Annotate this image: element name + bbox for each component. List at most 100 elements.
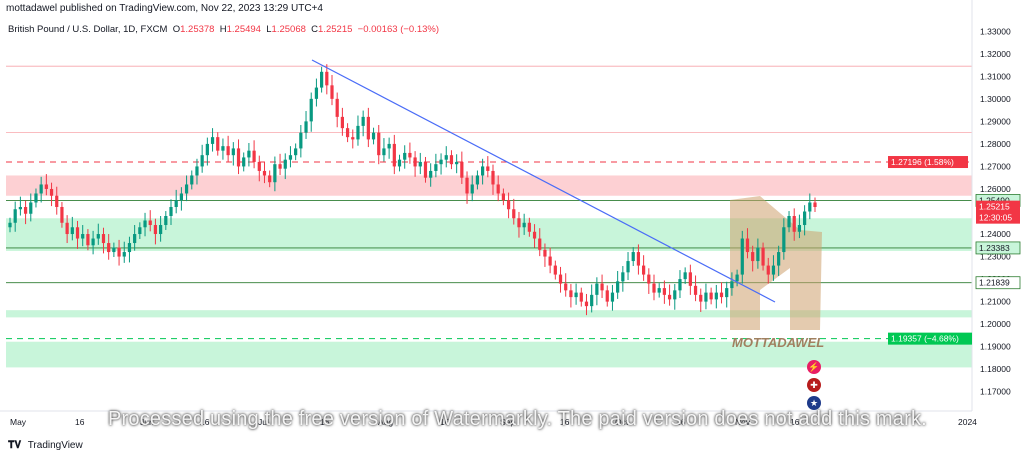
candle-body	[470, 184, 474, 194]
candle-body	[117, 247, 121, 257]
candle-body	[122, 252, 126, 257]
candle-body	[657, 288, 661, 293]
candle-body	[55, 195, 59, 207]
candle-body	[667, 294, 672, 300]
candle-body	[413, 157, 417, 167]
candle-body	[730, 281, 734, 289]
candles-layer	[8, 64, 817, 316]
candle-body	[252, 150, 256, 162]
candle-body	[288, 155, 293, 160]
candle-body	[75, 227, 80, 239]
candle-body	[345, 128, 350, 138]
candle-body	[153, 225, 158, 235]
candle-body	[148, 220, 152, 226]
high-value: 1.25494	[226, 24, 261, 35]
candle-body	[626, 261, 630, 273]
candle-body	[444, 155, 448, 160]
time-tick-label: May	[10, 417, 27, 427]
candle-body	[771, 265, 776, 275]
price-axis[interactable]: 1.33000 1.32000 1.31000 1.30000 1.29000 1.280…	[888, 0, 1021, 411]
candle-body	[164, 216, 168, 226]
candle-body	[96, 234, 100, 239]
candle-body	[387, 143, 391, 149]
time-tick-label: 16	[676, 417, 686, 427]
candle-body	[200, 155, 204, 167]
candle-body	[761, 247, 765, 266]
candle-body	[18, 206, 22, 210]
candle-body	[34, 193, 38, 203]
candle-body	[475, 175, 480, 185]
time-axis[interactable]: May 16 Jun 16 Jul 16 Aug 16 Sep 16 Oct 16 Nov 16 2024	[0, 410, 977, 427]
price-tick-label: 1.24000	[980, 229, 1011, 239]
logo-text: MOTTADAWEL	[732, 335, 824, 350]
time-tick-label: Nov	[735, 417, 751, 427]
candle-body	[574, 292, 578, 298]
candle-body	[169, 206, 173, 217]
candle-body	[138, 227, 142, 235]
us-flag-icon[interactable]: ★	[807, 396, 821, 410]
price-tick-label: 1.33000	[980, 26, 1011, 36]
lightning-icon[interactable]: ⚡	[807, 360, 821, 374]
candle-body	[756, 247, 760, 262]
candle-body	[408, 152, 412, 158]
price-label-box	[888, 156, 968, 169]
change-value: −0.00163 (−0.13%)	[357, 24, 440, 35]
tradingview-footer[interactable]: 𝐓𝐕 TradingView	[0, 436, 1024, 456]
candle-body	[496, 184, 500, 194]
price-label-text: 1.25215	[979, 202, 1010, 212]
candle-body	[210, 137, 215, 144]
candle-body	[13, 209, 17, 223]
candle-body	[418, 161, 422, 167]
candle-body	[184, 184, 189, 194]
candle-body	[257, 161, 261, 171]
level-lines-layer	[6, 65, 972, 340]
support-zone-bottom	[6, 341, 972, 368]
candle-body	[351, 137, 355, 140]
candle-body	[797, 225, 802, 232]
candle-body	[330, 85, 334, 99]
price-label-box	[976, 211, 1020, 224]
trendline[interactable]	[311, 59, 776, 303]
time-tick-label: Oct	[615, 417, 629, 427]
candle-body	[481, 166, 485, 176]
candle-body	[101, 234, 106, 244]
price-label-text: 12:30:05	[979, 213, 1012, 223]
publisher-text: mottadawel published on TradingView.com,…	[6, 3, 323, 14]
candle-body	[320, 71, 324, 88]
candle-body	[392, 143, 396, 167]
candle-body	[714, 292, 718, 300]
time-tick-label: 2024	[958, 417, 977, 427]
candle-body	[543, 249, 547, 257]
candle-body	[60, 206, 64, 223]
candle-body	[735, 274, 739, 282]
publisher-header: mottadawel published on TradingView.com,…	[0, 0, 1024, 18]
candle-body	[29, 202, 33, 214]
price-tick-label: 1.30000	[980, 94, 1011, 104]
candle-body	[751, 252, 755, 262]
candle-body	[538, 238, 542, 250]
candle-body	[636, 252, 641, 266]
candle-body	[455, 161, 459, 165]
price-tick-label: 1.20000	[980, 319, 1011, 329]
candle-body	[642, 265, 646, 275]
uk-flag-icon[interactable]: ✚	[807, 378, 821, 392]
price-chart[interactable]: MOTTADAWEL 1.330001.320001.310001.300001…	[0, 0, 1024, 436]
candle-body	[278, 164, 282, 169]
time-tick-label: Jun	[140, 417, 154, 427]
candle-body	[195, 166, 199, 176]
candle-body	[792, 216, 796, 232]
candle-body	[86, 234, 90, 246]
candle-body	[226, 146, 230, 156]
candle-body	[522, 222, 526, 228]
price-tick-label: 1.23000	[980, 252, 1011, 262]
time-tick-label: 16	[440, 417, 450, 427]
event-badges[interactable]: ⚡ ✚ ★	[807, 360, 823, 414]
price-label-text: 1.27196 (1.58%)	[891, 157, 954, 167]
time-tick-label: 16	[790, 417, 800, 427]
time-tick-label: 16	[320, 417, 330, 427]
candle-body	[434, 164, 438, 171]
candle-body	[569, 290, 573, 298]
price-tick-label: 1.17000	[980, 387, 1011, 397]
candle-body	[595, 283, 599, 295]
candle-body	[719, 292, 724, 298]
